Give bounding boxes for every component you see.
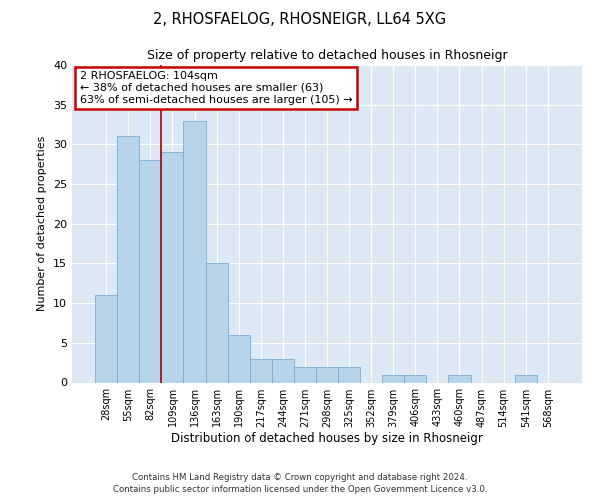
Bar [227,335,250,382]
Bar [316,366,338,382]
Bar [117,136,139,382]
Bar [382,374,404,382]
Bar [272,358,294,382]
Text: 2, RHOSFAELOG, RHOSNEIGR, LL64 5XG: 2, RHOSFAELOG, RHOSNEIGR, LL64 5XG [154,12,446,28]
Bar [515,374,537,382]
Text: Contains HM Land Registry data © Crown copyright and database right 2024.
Contai: Contains HM Land Registry data © Crown c… [113,472,487,494]
Bar [404,374,427,382]
Bar [161,152,184,382]
Bar [448,374,470,382]
Bar [206,264,227,382]
Bar [95,295,117,382]
Bar [139,160,161,382]
Bar [184,120,206,382]
Bar [338,366,360,382]
Title: Size of property relative to detached houses in Rhosneigr: Size of property relative to detached ho… [146,50,508,62]
X-axis label: Distribution of detached houses by size in Rhosneigr: Distribution of detached houses by size … [171,432,483,446]
Bar [250,358,272,382]
Text: 2 RHOSFAELOG: 104sqm
← 38% of detached houses are smaller (63)
63% of semi-detac: 2 RHOSFAELOG: 104sqm ← 38% of detached h… [80,72,352,104]
Y-axis label: Number of detached properties: Number of detached properties [37,136,47,312]
Bar [294,366,316,382]
